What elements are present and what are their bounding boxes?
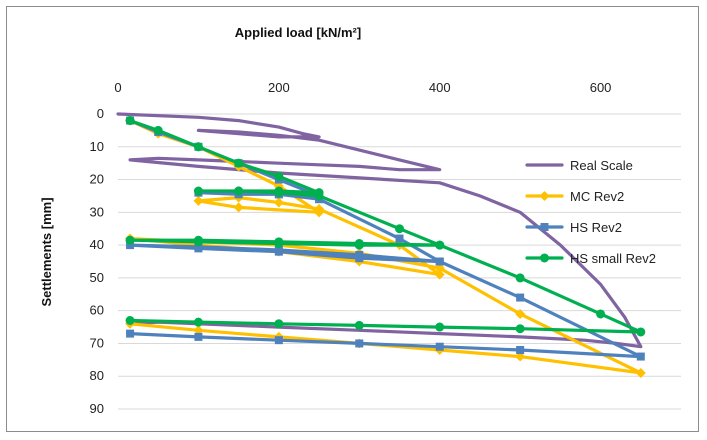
legend-entry-hs-rev2: HS Rev2 xyxy=(525,220,622,235)
data-point-hs-small-rev2-30 xyxy=(125,316,135,325)
data-point-hs-rev2-22 xyxy=(516,293,525,302)
data-point-hs-small-rev2-17 xyxy=(125,235,135,245)
data-point-hs-rev2-23 xyxy=(636,352,645,361)
y-tick-label-60: 60 xyxy=(90,303,104,318)
data-point-hs-rev2-17 xyxy=(126,241,135,250)
data-point-hs-rev2-19 xyxy=(274,246,283,255)
legend-entry-mc-rev2: MC Rev2 xyxy=(525,189,624,204)
y-tick-label-50: 50 xyxy=(90,270,104,285)
y-tick-label-80: 80 xyxy=(90,368,104,383)
data-point-hs-small-rev2-19 xyxy=(274,237,284,247)
y-tick-label-0: 0 xyxy=(97,106,104,121)
chart-frame: 0 10 20 30 40 50 60 70 80 90 0 200 400 600 Real Scale… xyxy=(6,6,699,432)
y-tick-label-20: 20 xyxy=(90,172,104,187)
data-point-hs-small-rev2-11 xyxy=(314,191,324,201)
y-tick-label-40: 40 xyxy=(90,237,104,252)
x-tick-label-400: 400 xyxy=(429,80,451,95)
data-point-mc-rev2-20 xyxy=(434,263,445,274)
series-hs-small-rev2 xyxy=(125,116,646,337)
data-point-hs-rev2-29 xyxy=(126,329,135,338)
data-point-mc-rev2-23 xyxy=(515,351,526,362)
data-point-hs-small-rev2-26 xyxy=(435,322,445,332)
data-point-hs-rev2-12 xyxy=(395,234,404,243)
data-point-hs-small-rev2-21 xyxy=(435,240,445,250)
y-tick-label-10: 10 xyxy=(90,139,104,154)
legend-label-hs-small-rev2: HS small Rev2 xyxy=(570,251,656,266)
legend-marker-hs-small-rev2 xyxy=(540,253,549,263)
data-point-hs-small-rev2-28 xyxy=(274,319,284,329)
data-point-hs-small-rev2-20 xyxy=(354,238,364,248)
data-point-hs-rev2-21 xyxy=(435,257,444,266)
data-point-mc-rev2-7 xyxy=(193,195,204,206)
y-tick-label-90: 90 xyxy=(90,401,104,416)
data-point-mc-rev2-10 xyxy=(314,204,325,215)
data-point-hs-rev2-18 xyxy=(194,242,203,251)
legend-entry-real-scale: Real Scale xyxy=(525,158,633,173)
data-point-hs-small-rev2-23 xyxy=(596,309,606,319)
data-point-mc-rev2-9 xyxy=(273,197,284,208)
x-tick-label-200: 200 xyxy=(268,80,290,95)
legend-entry-hs-small-rev2: HS small Rev2 xyxy=(525,251,656,266)
series-lines xyxy=(116,112,646,378)
legend-marker-mc-rev2 xyxy=(539,191,550,201)
data-point-hs-small-rev2-4 xyxy=(274,171,284,181)
legend-label-mc-rev2: MC Rev2 xyxy=(570,189,624,204)
data-point-hs-rev2-20 xyxy=(355,250,364,259)
data-point-hs-small-rev2-2 xyxy=(193,142,203,152)
x-tick-label-600: 600 xyxy=(590,80,612,95)
data-point-hs-small-rev2-1 xyxy=(153,125,163,135)
x-tick-label-0: 0 xyxy=(114,80,121,95)
data-point-hs-small-rev2-27 xyxy=(354,320,364,330)
y-tick-label-30: 30 xyxy=(90,204,104,219)
data-point-hs-small-rev2-24 xyxy=(636,327,646,337)
data-point-hs-small-rev2-8 xyxy=(193,186,203,196)
data-point-hs-small-rev2-9 xyxy=(234,186,244,196)
legend-marker-hs-rev2 xyxy=(540,223,549,231)
legend-label-hs-rev2: HS Rev2 xyxy=(570,220,622,235)
data-point-mc-rev2-6 xyxy=(233,202,244,213)
data-point-hs-small-rev2-25 xyxy=(515,324,525,334)
data-point-hs-rev2-26 xyxy=(355,339,364,348)
legend-label-real-scale: Real Scale xyxy=(570,158,633,173)
data-point-hs-small-rev2-29 xyxy=(193,317,203,327)
data-point-mc-rev2-22 xyxy=(635,367,646,378)
settlement-chart: 0 10 20 30 40 50 60 70 80 90 0 200 400 600 Real Scale… xyxy=(39,25,681,416)
data-point-mc-rev2-27 xyxy=(193,325,204,336)
y-axis-title: Settlements [mm] xyxy=(39,197,54,306)
data-point-hs-small-rev2-12 xyxy=(395,224,404,234)
data-point-hs-small-rev2-10 xyxy=(274,188,284,198)
data-point-mc-rev2-12 xyxy=(434,269,445,280)
y-tick-label-70: 70 xyxy=(90,335,104,350)
data-point-hs-small-rev2-22 xyxy=(515,273,525,283)
data-point-hs-small-rev2-18 xyxy=(193,235,203,245)
legend: Real Scale MC Rev2 HS Rev2 HS small Rev2 xyxy=(525,158,656,266)
tick-labels: 0 10 20 30 40 50 60 70 80 90 0 200 400 600 xyxy=(90,80,612,416)
data-point-hs-rev2-24 xyxy=(516,346,525,354)
x-axis-title: Applied load [kN/m²] xyxy=(235,25,361,40)
data-point-hs-rev2-27 xyxy=(274,336,283,345)
data-point-hs-small-rev2-3 xyxy=(234,158,244,168)
data-point-hs-small-rev2-0 xyxy=(125,116,135,126)
data-point-mc-rev2-21 xyxy=(515,308,526,319)
data-point-hs-rev2-25 xyxy=(435,342,444,351)
data-point-hs-rev2-28 xyxy=(194,332,203,341)
